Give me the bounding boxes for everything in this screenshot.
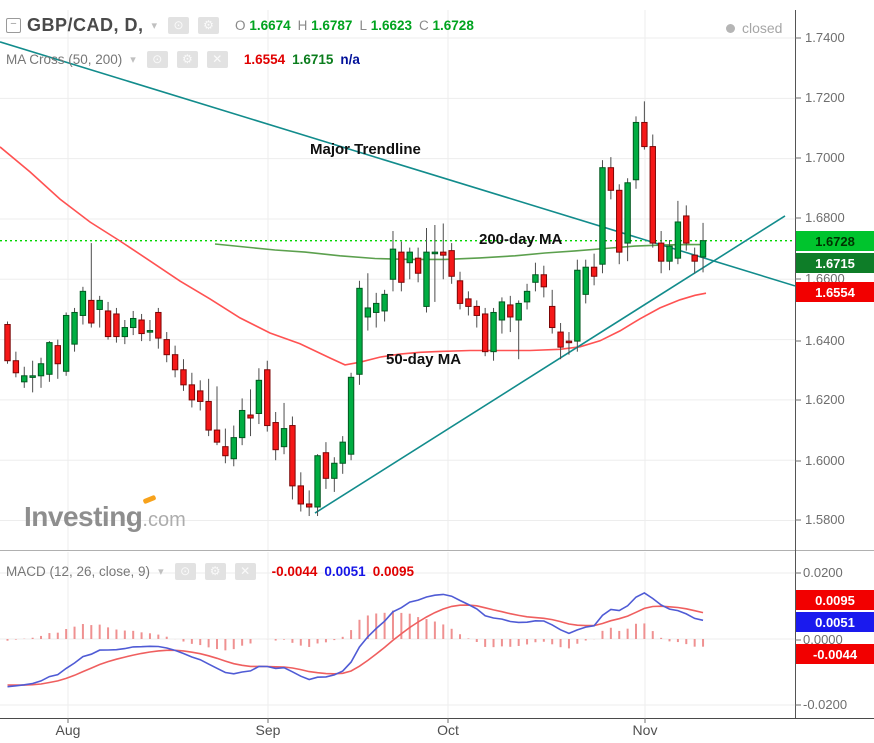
- ma200-line: [214, 243, 706, 261]
- macd-pane: [6, 591, 705, 688]
- axes-frame: [0, 10, 874, 723]
- macd-signal-line: [7, 604, 704, 686]
- macd-line: [7, 591, 704, 688]
- gridlines: [0, 10, 795, 718]
- main-price-pane: [0, 41, 795, 517]
- ma50-line: [0, 146, 707, 366]
- candles: [4, 101, 707, 517]
- ascending-support: [314, 215, 786, 514]
